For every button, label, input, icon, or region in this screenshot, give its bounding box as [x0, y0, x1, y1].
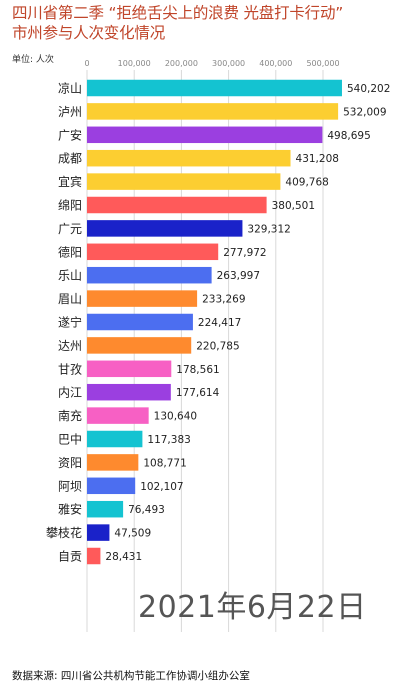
bar — [87, 524, 110, 541]
bar — [87, 243, 219, 261]
bar — [87, 360, 172, 378]
category-label: 雅安 — [58, 502, 82, 517]
data-label: 47,509 — [114, 528, 151, 540]
data-label: 224,417 — [198, 317, 241, 329]
category-label: 内江 — [58, 386, 82, 400]
data-label: 28,431 — [105, 551, 142, 563]
bar — [87, 103, 339, 120]
bar — [87, 500, 124, 518]
category-label: 甘孜 — [58, 362, 82, 376]
bar — [87, 79, 342, 97]
bar — [87, 220, 243, 237]
category-label: 泸州 — [58, 105, 82, 119]
bar — [87, 383, 171, 401]
bar — [87, 547, 101, 565]
data-label: 263,997 — [217, 270, 260, 282]
data-label: 540,202 — [347, 83, 390, 95]
bar — [87, 313, 193, 331]
chart-title-line2: 市州参与人次变化情况 — [12, 24, 166, 42]
data-label: 277,972 — [223, 247, 266, 259]
bar — [87, 337, 192, 354]
data-label: 409,768 — [285, 177, 328, 189]
data-label: 329,312 — [247, 223, 290, 235]
category-label: 达州 — [58, 339, 82, 353]
date-stamp: 2021年6月22日 — [138, 590, 367, 625]
data-label: 102,107 — [140, 481, 183, 493]
data-label: 233,269 — [202, 294, 245, 306]
bar — [87, 173, 281, 190]
category-label: 凉山 — [58, 81, 82, 96]
data-label: 108,771 — [143, 457, 186, 469]
category-label: 自贡 — [58, 550, 82, 564]
bar — [87, 407, 149, 424]
data-label: 431,208 — [296, 153, 339, 165]
chart-title: 四川省第二季 “拒绝舌尖上的浪费 光盘打卡行动” 市州参与人次变化情况 — [12, 3, 402, 43]
category-label: 广安 — [58, 127, 82, 142]
x-tick-label: 500,000 — [306, 59, 339, 68]
unit-label: 单位: 人次 — [12, 55, 54, 65]
x-tick-label: 300,000 — [212, 59, 245, 68]
category-label: 德阳 — [58, 244, 82, 259]
category-label: 乐山 — [58, 269, 82, 283]
data-label: 177,614 — [176, 387, 220, 399]
chart-title-line1: 四川省第二季 “拒绝舌尖上的浪费 光盘打卡行动” — [12, 4, 344, 22]
category-label: 广元 — [58, 222, 82, 236]
category-label: 遂宁 — [58, 315, 82, 330]
data-source-footer: 数据来源: 四川省公共机构节能工作协调小组办公室 — [12, 670, 250, 682]
bar — [87, 126, 323, 144]
data-label: 130,640 — [154, 411, 197, 423]
category-label: 宜宾 — [58, 174, 82, 189]
bar — [87, 477, 136, 495]
data-label: 76,493 — [128, 504, 165, 516]
bar — [87, 266, 212, 284]
category-label: 成都 — [58, 152, 82, 166]
category-label: 南充 — [58, 408, 82, 423]
bar — [87, 454, 139, 471]
data-label: 380,501 — [272, 200, 315, 212]
data-label: 178,561 — [176, 364, 219, 376]
category-label: 资阳 — [58, 456, 82, 470]
data-label: 532,009 — [343, 106, 386, 118]
x-tick-label: 100,000 — [118, 59, 151, 68]
data-label: 498,695 — [327, 130, 370, 142]
x-tick-label: 400,000 — [259, 59, 292, 68]
x-tick-label: 200,000 — [165, 59, 198, 68]
category-label: 攀枝花 — [46, 525, 82, 540]
category-label: 阿坝 — [58, 479, 82, 493]
category-label: 眉山 — [58, 292, 82, 306]
bar — [87, 149, 291, 167]
x-tick-label: 0 — [84, 59, 89, 68]
data-label: 220,785 — [196, 340, 239, 352]
category-label: 绵阳 — [58, 199, 82, 213]
bar — [87, 196, 267, 214]
bar — [87, 290, 198, 307]
bar — [87, 430, 143, 448]
category-label: 巴中 — [58, 432, 82, 447]
data-label: 117,383 — [147, 434, 190, 446]
